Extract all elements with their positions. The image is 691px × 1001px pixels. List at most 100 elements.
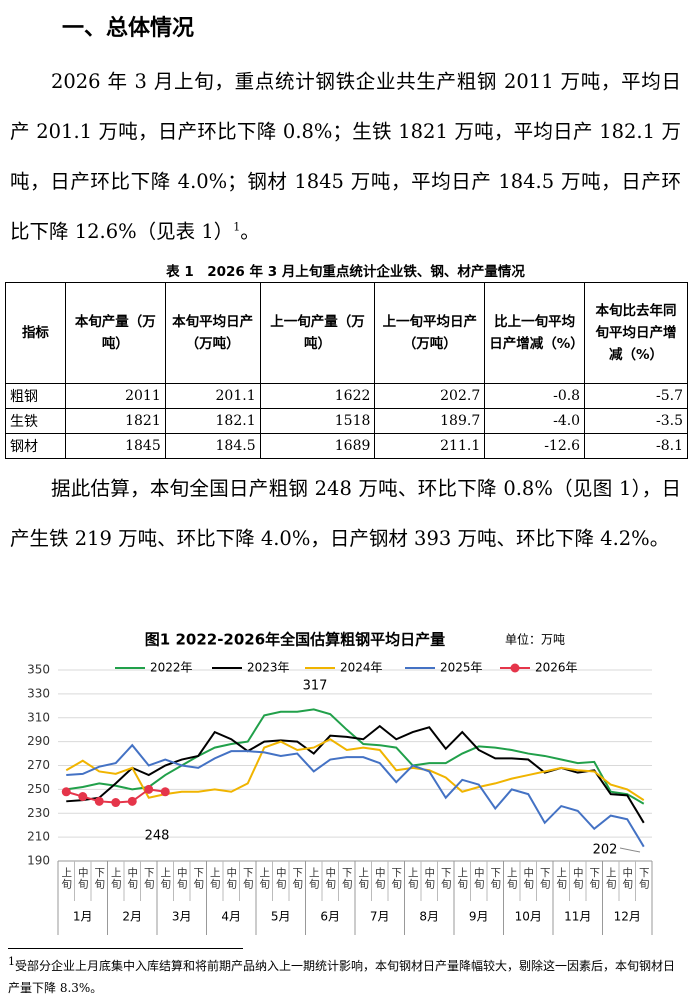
x-tick-label: 中旬 xyxy=(572,866,584,890)
annotation: 248 xyxy=(145,829,170,844)
series-line xyxy=(66,743,645,848)
y-tick-label: 210 xyxy=(27,830,50,844)
legend-label: 2023年 xyxy=(247,661,290,675)
footnote-ref: 1 xyxy=(233,220,241,234)
table-cell: 2011 xyxy=(64,383,166,409)
table-cell: 211.1 xyxy=(374,433,486,459)
x-tick-label: 下旬 xyxy=(390,867,402,890)
table-row: 粗钢 2011 201.1 1622 202.7 -0.8 -5.7 xyxy=(5,383,688,409)
table-cell: 182.1 xyxy=(164,408,261,434)
x-tick-label: 上旬 xyxy=(357,867,369,890)
header-row: 指标 本旬产量（万吨） 本旬平均日产（万吨） 上一旬产量（万吨） 上一旬平均日产（万吨）… xyxy=(5,282,688,384)
table-cell: 189.7 xyxy=(374,408,486,434)
header-cell: 上一旬平均日产（万吨） xyxy=(374,282,486,384)
month-label: 8月 xyxy=(419,910,439,924)
y-tick-label: 270 xyxy=(27,758,50,772)
x-tick-label: 上旬 xyxy=(506,867,518,890)
x-tick-label: 上旬 xyxy=(605,867,617,890)
header-cell: 比上一旬平均日产增减（%） xyxy=(484,282,586,384)
x-tick-label: 上旬 xyxy=(456,867,468,890)
x-tick-label: 下旬 xyxy=(242,867,254,890)
month-label: 10月 xyxy=(515,910,542,924)
x-tick-label: 下旬 xyxy=(588,867,600,890)
x-tick-label: 中旬 xyxy=(473,866,485,890)
x-tick-label: 下旬 xyxy=(192,867,204,890)
x-tick-label: 下旬 xyxy=(143,867,155,890)
table-cell: -12.6 xyxy=(484,433,586,459)
y-tick-label: 250 xyxy=(27,782,50,796)
y-tick-label: 290 xyxy=(27,734,50,748)
paragraph-text: 2026 年 3 月上旬，重点统计钢铁企业共生产粗钢 2011 万吨，平均日产 … xyxy=(10,70,681,243)
month-label: 11月 xyxy=(564,910,591,924)
x-tick-label: 下旬 xyxy=(93,867,105,890)
table-cell: -8.1 xyxy=(584,433,688,459)
point xyxy=(94,796,104,806)
table-cell: -3.5 xyxy=(584,408,688,434)
footnote-rule xyxy=(8,948,243,949)
month-label: 12月 xyxy=(614,910,641,924)
paragraph: 2026 年 3 月上旬，重点统计钢铁企业共生产粗钢 2011 万吨，平均日产 … xyxy=(10,57,681,257)
header-cell: 本旬平均日产（万吨） xyxy=(164,282,261,384)
table-row: 生铁 1821 182.1 1518 189.7 -4.0 -3.5 xyxy=(5,408,688,434)
x-tick-label: 中旬 xyxy=(621,866,633,890)
month-label: 3月 xyxy=(172,910,192,924)
point xyxy=(144,784,154,794)
header-cell: 上一旬产量（万吨） xyxy=(259,282,376,384)
heading: 一、总体情况 xyxy=(62,16,195,41)
month-label: 9月 xyxy=(469,910,489,924)
series-line xyxy=(66,724,645,824)
x-tick-label: 上旬 xyxy=(555,867,567,890)
table-cell: -4.0 xyxy=(484,408,586,434)
y-tick-label: 330 xyxy=(27,686,50,700)
x-tick-label: 下旬 xyxy=(341,867,353,890)
legend-label: 2024年 xyxy=(340,661,383,675)
x-tick-label: 下旬 xyxy=(291,867,303,890)
month-label: 7月 xyxy=(370,910,390,924)
table-cell: 202.7 xyxy=(374,383,486,409)
table-cell: 184.5 xyxy=(164,433,261,459)
table-row: 钢材 1845 184.5 1689 211.1 -12.6 -8.1 xyxy=(5,433,688,459)
paragraph: 据此估算，本旬全国日产粗钢 248 万吨、环比下降 0.8%（见图 1），日产生… xyxy=(10,477,681,550)
x-tick-label: 中旬 xyxy=(176,866,188,890)
x-tick-label: 下旬 xyxy=(440,867,452,890)
x-tick-label: 下旬 xyxy=(638,867,650,890)
annotation: 317 xyxy=(303,679,328,694)
table-cell: -0.8 xyxy=(484,383,586,409)
table-cell: 1518 xyxy=(259,408,376,434)
legend-label: 2025年 xyxy=(440,661,483,675)
point xyxy=(111,798,121,808)
x-tick-label: 上旬 xyxy=(60,867,72,890)
x-tick-label: 中旬 xyxy=(522,866,534,890)
series-line xyxy=(66,708,645,805)
x-tick-label: 中旬 xyxy=(374,866,386,890)
point xyxy=(78,792,88,802)
month-label: 4月 xyxy=(221,910,241,924)
y-tick-label: 310 xyxy=(27,710,50,724)
table-cell: 1821 xyxy=(64,408,166,434)
annotation-leader xyxy=(619,847,641,853)
footnote: 1受部分企业上月底集中入库结算和将前期产品纳入上一期统计影响，本旬钢材日产量降幅… xyxy=(8,955,683,999)
table-cell: 201.1 xyxy=(164,383,261,409)
month-label: 6月 xyxy=(320,910,340,924)
x-tick-label: 上旬 xyxy=(258,867,270,890)
legend-label: 2026年 xyxy=(535,661,578,675)
month-label: 5月 xyxy=(271,910,291,924)
point xyxy=(127,796,137,806)
chart-title: 图1 2022-2026年全国估算粗钢平均日产量 xyxy=(145,631,445,649)
x-tick-label: 中旬 xyxy=(324,866,336,890)
table-cell: -5.7 xyxy=(584,383,688,409)
header-cell: 本旬比去年同旬平均日产增减（%） xyxy=(584,282,688,384)
footnote-text: 受部分企业上月底集中入库结算和将前期产品纳入上一期统计影响，本旬钢材日产量降幅较… xyxy=(8,959,676,995)
x-tick-label: 上旬 xyxy=(407,867,419,890)
table-cell: 1689 xyxy=(259,433,376,459)
point xyxy=(61,787,71,797)
table-caption: 表 1 2026 年 3 月上旬重点统计企业铁、钢、材产量情况 xyxy=(166,264,525,280)
header-cell: 本旬产量（万吨） xyxy=(64,282,166,384)
y-tick-label: 230 xyxy=(27,806,50,820)
x-tick-label: 上旬 xyxy=(209,867,221,890)
x-tick-label: 上旬 xyxy=(110,867,122,890)
table-cell: 1845 xyxy=(64,433,166,459)
table-cell: 钢材 xyxy=(5,433,66,459)
annotation: 202 xyxy=(593,843,618,858)
